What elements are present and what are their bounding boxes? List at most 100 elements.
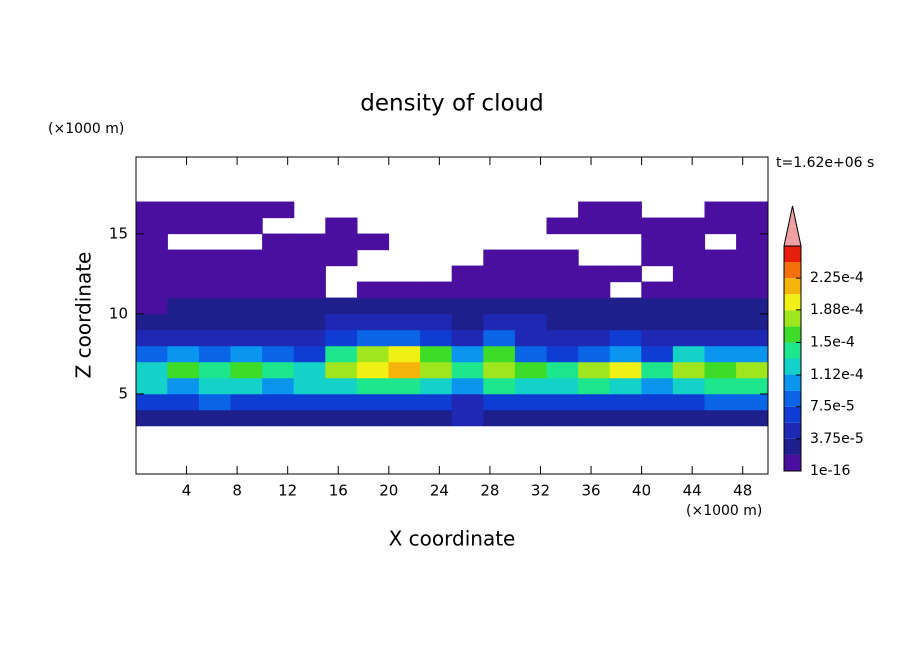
contour-cell xyxy=(388,345,421,363)
contour-cell xyxy=(546,249,579,267)
contour-cell xyxy=(672,249,706,267)
colorbar-band xyxy=(784,294,801,311)
contour-cell xyxy=(546,217,579,235)
contour-cell xyxy=(420,329,453,347)
contour-cell xyxy=(736,409,769,427)
contour-cell xyxy=(578,313,611,331)
contour-cell xyxy=(325,233,358,251)
contour-cell xyxy=(135,201,168,219)
contour-cell xyxy=(483,249,516,267)
contour-cell xyxy=(388,377,421,395)
colorbar-band xyxy=(784,422,801,439)
contour-cell xyxy=(641,281,674,299)
contour-cell xyxy=(262,329,295,347)
contour-cell xyxy=(230,329,263,347)
contour-cell xyxy=(736,329,769,347)
contour-cell xyxy=(262,361,295,379)
contour-cell xyxy=(704,201,737,219)
contour-cell xyxy=(325,345,358,363)
contour-cell xyxy=(230,393,263,411)
contour-cell xyxy=(704,265,737,283)
x-tick-label: 8 xyxy=(232,482,242,500)
contour-cell xyxy=(704,281,737,299)
colorbar-tick-label: 1.5e-4 xyxy=(810,334,855,350)
colorbar-frame xyxy=(783,245,802,472)
contour-cell xyxy=(514,249,548,267)
y-tick-label: 10 xyxy=(109,304,128,322)
colorbar-band xyxy=(784,454,801,471)
colorbar-tick-label: 1.88e-4 xyxy=(810,302,864,318)
contour-cell xyxy=(135,233,168,251)
contour-cell xyxy=(451,409,484,427)
x-tick-label: 20 xyxy=(379,482,398,500)
contour-cell xyxy=(672,329,706,347)
contour-cell xyxy=(672,313,706,331)
contour-cell xyxy=(578,393,611,411)
contour-cell xyxy=(230,297,263,315)
y-tick-label: 15 xyxy=(109,224,128,242)
contour-cell xyxy=(135,281,168,299)
contour-cell xyxy=(420,377,453,395)
x-tick-label: 4 xyxy=(182,482,192,500)
contour-cell xyxy=(483,361,516,379)
contour-cell xyxy=(293,249,326,267)
contour-cell xyxy=(736,281,769,299)
contour-cell xyxy=(167,409,200,427)
x-axis-label: X coordinate xyxy=(389,527,516,551)
contour-cell xyxy=(736,393,769,411)
contour-cell xyxy=(293,345,326,363)
contour-cell xyxy=(609,377,642,395)
contour-cell xyxy=(578,377,611,395)
contour-cell xyxy=(293,233,326,251)
contour-cell xyxy=(230,361,263,379)
colorbar-tick-label: 7.5e-5 xyxy=(810,399,855,415)
contour-cell xyxy=(325,361,358,379)
contour-cell xyxy=(293,361,326,379)
colorbar-tick-label: 2.25e-4 xyxy=(810,270,864,286)
contour-cell xyxy=(451,265,484,283)
contour-cell xyxy=(483,393,516,411)
contour-cell xyxy=(641,249,674,267)
contour-cell xyxy=(135,361,168,379)
contour-cell xyxy=(451,297,484,315)
contour-cell xyxy=(262,377,295,395)
contour-cell xyxy=(609,361,642,379)
contour-cell xyxy=(262,409,295,427)
contour-cell xyxy=(230,201,263,219)
contour-cell xyxy=(578,281,611,299)
contour-cell xyxy=(230,345,263,363)
contour-cell xyxy=(420,313,453,331)
colorbar-band xyxy=(784,246,801,263)
contour-cell xyxy=(135,393,168,411)
contour-cell xyxy=(451,393,484,411)
contour-cell xyxy=(609,217,642,235)
contour-cell xyxy=(546,329,579,347)
contour-cell xyxy=(514,313,548,331)
contour-cell xyxy=(325,249,358,267)
contour-cell xyxy=(641,329,674,347)
contour-cell xyxy=(451,313,484,331)
contour-cell xyxy=(483,345,516,363)
colorbar-tick-label: 1.12e-4 xyxy=(810,367,864,383)
contour-cell xyxy=(167,265,200,283)
contour-cell xyxy=(230,313,263,331)
contour-cell xyxy=(704,313,737,331)
contour-cell xyxy=(198,313,232,331)
contour-cell xyxy=(514,361,548,379)
contour-cell xyxy=(356,345,390,363)
contour-cell xyxy=(135,249,168,267)
colorbar-tick-label: 3.75e-5 xyxy=(810,431,864,447)
contour-cell xyxy=(388,409,421,427)
contour-cell xyxy=(578,345,611,363)
contour-cell xyxy=(641,313,674,331)
contour-cell xyxy=(609,393,642,411)
x-tick-label: 36 xyxy=(581,482,600,500)
contour-cell xyxy=(641,233,674,251)
contour-cell xyxy=(514,377,548,395)
contour-cell xyxy=(135,313,168,331)
contour-cell xyxy=(135,265,168,283)
contour-cell xyxy=(262,201,295,219)
contour-cell xyxy=(578,297,611,315)
contour-cell xyxy=(514,345,548,363)
contour-cell xyxy=(356,393,390,411)
